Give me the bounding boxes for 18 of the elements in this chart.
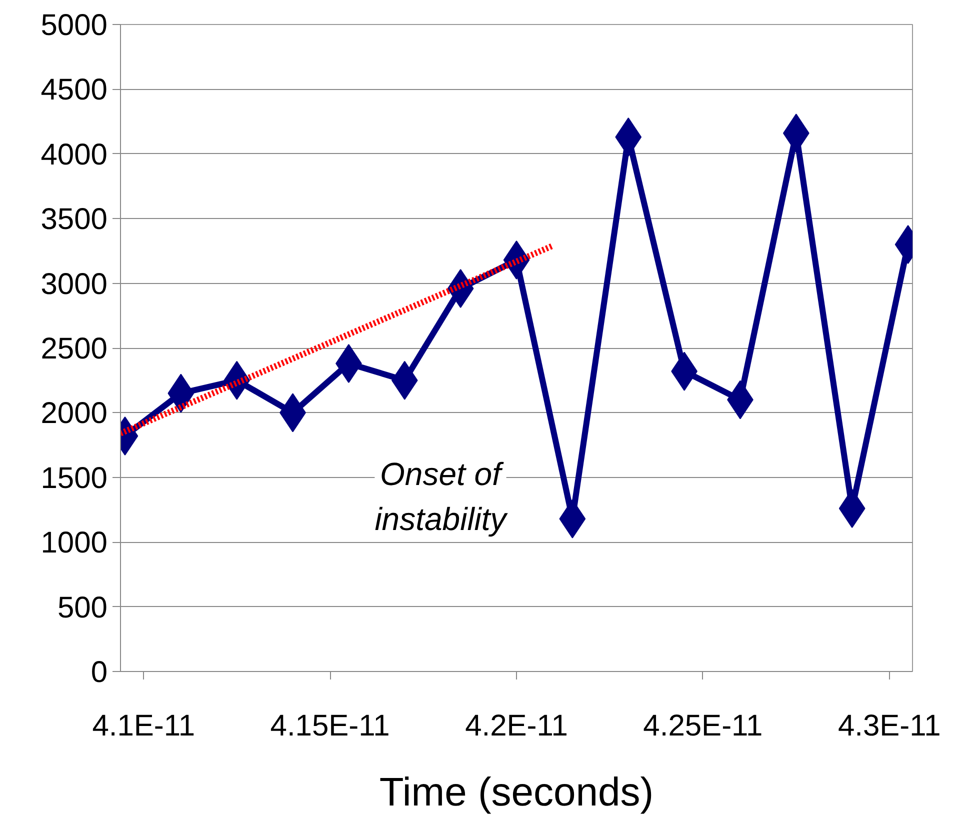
annotation: Onset of instability (374, 456, 508, 537)
y-tick-label: 1000 (40, 526, 108, 560)
y-tick-label: 3500 (40, 203, 108, 236)
x-axis-title: Time (seconds) (379, 770, 654, 814)
y-tick-label: 4500 (40, 74, 108, 107)
x-tick-label: 4.1E-11 (92, 710, 196, 742)
y-tick-label: 2000 (40, 397, 108, 430)
y-tick-label: 500 (57, 591, 108, 624)
x-tick-label: 4.15E-11 (270, 710, 390, 742)
y-tick-label: 3000 (40, 268, 108, 301)
y-tick-label: 1500 (40, 462, 108, 495)
x-tick-label: 4.2E-11 (465, 710, 568, 742)
x-tick-label: 4.3E-11 (838, 710, 941, 742)
y-tick-label: 0 (90, 656, 108, 689)
y-tick-label: 2500 (40, 332, 108, 366)
y-tick-label: 5000 (40, 9, 108, 42)
x-tick-label: 4.25E-11 (643, 710, 763, 742)
y-tick-label: 4000 (40, 138, 108, 172)
